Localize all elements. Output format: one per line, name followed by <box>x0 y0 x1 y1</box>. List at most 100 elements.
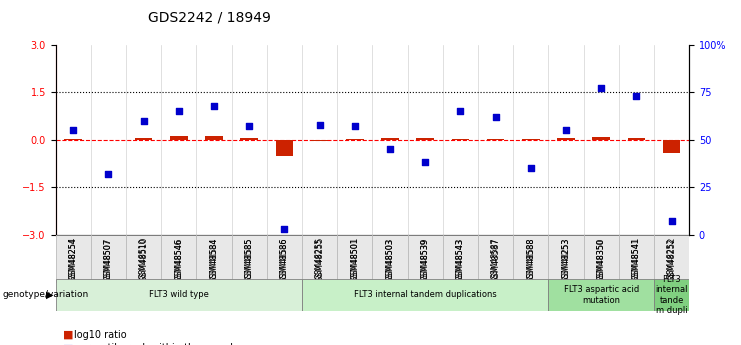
Bar <box>372 235 408 283</box>
Text: GSM48255: GSM48255 <box>315 237 324 283</box>
Bar <box>346 139 364 140</box>
Text: GDS2242 / 18949: GDS2242 / 18949 <box>148 10 271 24</box>
Text: GSM48546: GSM48546 <box>174 237 183 283</box>
Text: GSM48510: GSM48510 <box>139 238 148 279</box>
Bar <box>170 136 187 140</box>
Bar <box>267 235 302 283</box>
Point <box>313 122 325 127</box>
Bar <box>654 279 689 311</box>
Text: GSM48254: GSM48254 <box>69 238 78 279</box>
Text: GSM48510: GSM48510 <box>139 237 148 283</box>
Bar <box>196 235 231 283</box>
Bar <box>513 235 548 283</box>
Text: GSM48503: GSM48503 <box>385 238 394 279</box>
Point <box>490 114 502 120</box>
Bar <box>381 138 399 140</box>
Text: GSM48507: GSM48507 <box>104 238 113 279</box>
Text: GSM48543: GSM48543 <box>456 238 465 279</box>
Bar <box>302 279 548 311</box>
Point <box>454 108 466 114</box>
Bar <box>408 235 442 283</box>
Bar <box>276 140 293 156</box>
Text: GSM48501: GSM48501 <box>350 237 359 283</box>
Text: GSM48252: GSM48252 <box>667 237 676 283</box>
Bar <box>619 235 654 283</box>
Text: GSM48586: GSM48586 <box>280 237 289 283</box>
Text: log10 ratio: log10 ratio <box>74 330 127 339</box>
Text: GSM48587: GSM48587 <box>491 238 500 279</box>
Point <box>243 124 255 129</box>
Bar <box>302 235 337 283</box>
Bar <box>135 138 153 140</box>
Bar <box>56 279 302 311</box>
Text: GSM48254: GSM48254 <box>69 237 78 283</box>
Bar <box>451 139 469 140</box>
Bar <box>548 235 584 283</box>
Text: GSM48253: GSM48253 <box>562 238 571 279</box>
Bar <box>205 136 223 140</box>
Point <box>173 108 185 114</box>
Bar <box>64 139 82 140</box>
Point <box>631 93 642 99</box>
Point <box>208 103 220 108</box>
Bar <box>522 139 539 140</box>
Point <box>560 127 572 133</box>
Text: ■: ■ <box>63 344 73 345</box>
Point <box>419 160 431 165</box>
Text: GSM48587: GSM48587 <box>491 237 500 283</box>
Point <box>384 146 396 152</box>
Text: FLT3 wild type: FLT3 wild type <box>149 290 209 299</box>
Text: GSM48350: GSM48350 <box>597 237 605 283</box>
Text: FLT3 internal tandem duplications: FLT3 internal tandem duplications <box>353 290 496 299</box>
Text: GSM48541: GSM48541 <box>632 237 641 283</box>
Point <box>138 118 150 124</box>
Text: GSM48253: GSM48253 <box>562 237 571 283</box>
Bar <box>478 235 513 283</box>
Text: GSM48586: GSM48586 <box>280 238 289 279</box>
Bar <box>337 235 372 283</box>
Text: GSM48546: GSM48546 <box>174 238 183 279</box>
Bar <box>231 235 267 283</box>
Bar <box>161 235 196 283</box>
Text: GSM48588: GSM48588 <box>526 237 535 283</box>
Point <box>665 219 677 224</box>
Text: GSM48255: GSM48255 <box>315 238 324 279</box>
Text: GSM48507: GSM48507 <box>104 237 113 283</box>
Bar <box>126 235 161 283</box>
Text: GSM48503: GSM48503 <box>385 237 394 283</box>
Bar <box>628 138 645 140</box>
Text: genotype/variation: genotype/variation <box>2 290 88 299</box>
Bar <box>310 140 328 141</box>
Text: GSM48584: GSM48584 <box>210 237 219 283</box>
Bar <box>548 279 654 311</box>
Bar <box>442 235 478 283</box>
Bar <box>90 235 126 283</box>
Bar <box>56 235 91 283</box>
Bar <box>487 139 505 140</box>
Point <box>279 226 290 232</box>
Text: GSM48543: GSM48543 <box>456 237 465 283</box>
Text: GSM48588: GSM48588 <box>526 238 535 279</box>
Text: FLT3 aspartic acid
mutation: FLT3 aspartic acid mutation <box>563 285 639 305</box>
Bar <box>662 140 680 153</box>
Bar <box>416 138 434 140</box>
Bar <box>584 235 619 283</box>
Text: percentile rank within the sample: percentile rank within the sample <box>74 344 239 345</box>
Text: GSM48501: GSM48501 <box>350 238 359 279</box>
Text: FLT3
internal
tande
m dupli: FLT3 internal tande m dupli <box>655 275 688 315</box>
Text: GSM48541: GSM48541 <box>632 238 641 279</box>
Point <box>102 171 114 177</box>
Text: GSM48585: GSM48585 <box>245 238 253 279</box>
Point <box>525 165 536 171</box>
Point <box>67 127 79 133</box>
Bar <box>557 138 575 140</box>
Text: ▶: ▶ <box>46 290 53 300</box>
Point <box>595 86 607 91</box>
Bar <box>592 137 610 140</box>
Text: GSM48350: GSM48350 <box>597 238 605 279</box>
Text: GSM48585: GSM48585 <box>245 237 253 283</box>
Bar <box>240 138 258 140</box>
Text: GSM48539: GSM48539 <box>421 238 430 279</box>
Text: GSM48539: GSM48539 <box>421 237 430 283</box>
Text: GSM48252: GSM48252 <box>667 238 676 279</box>
